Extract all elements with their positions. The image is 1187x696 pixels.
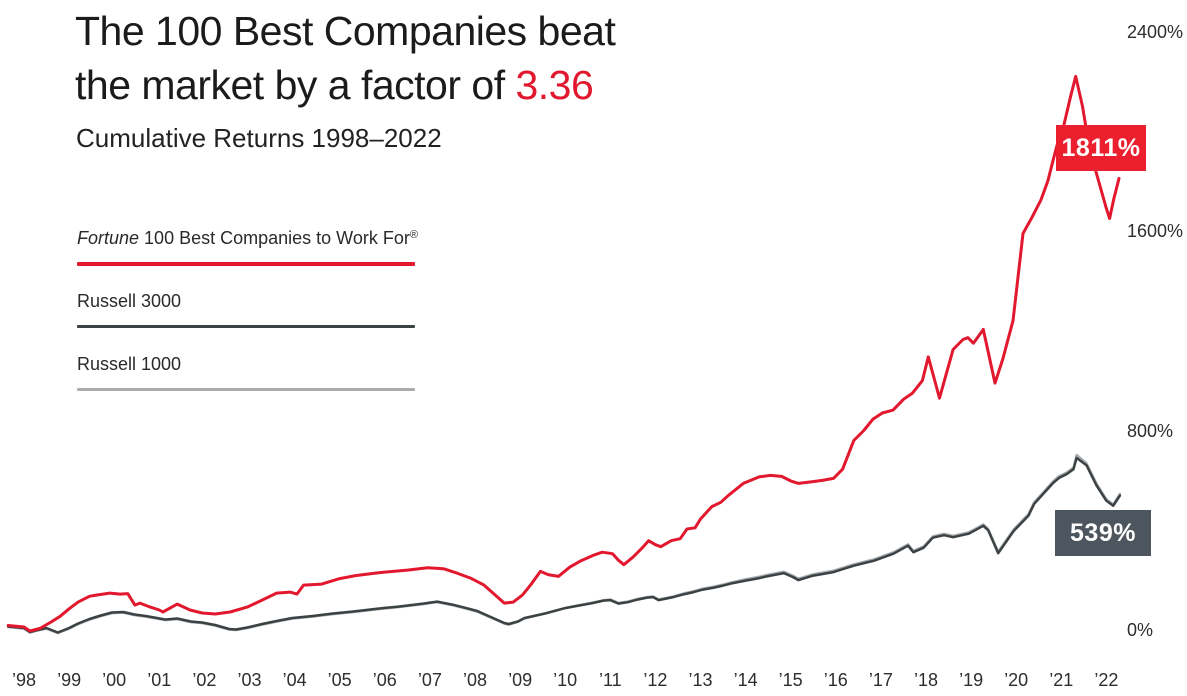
legend-line-swatch-dark-gray bbox=[77, 325, 415, 328]
legend-item-russell-1000: Russell 1000 bbox=[77, 350, 415, 391]
x-axis-tick-label: ’15 bbox=[778, 670, 803, 690]
x-axis-tick-label: ’14 bbox=[733, 670, 758, 690]
x-axis-tick-label: ’03 bbox=[237, 670, 262, 690]
legend-item-russell-3000: Russell 3000 bbox=[77, 287, 415, 328]
fortune-end-value-badge: 1811% bbox=[1056, 125, 1146, 171]
y-axis-tick-label: 0% bbox=[1127, 620, 1154, 640]
russell-end-value-badge: 539% bbox=[1055, 510, 1151, 556]
x-axis-tick-label: ’12 bbox=[643, 670, 668, 690]
series-line-russell-3000 bbox=[6, 456, 1122, 634]
series-line-fortune-100-best-companies-to-work-for bbox=[6, 74, 1121, 633]
x-axis-tick-label: ’00 bbox=[102, 670, 127, 690]
x-axis-tick-label: ’13 bbox=[688, 670, 713, 690]
legend-label: Russell 1000 bbox=[77, 354, 182, 374]
legend-line-swatch-light-gray bbox=[77, 388, 415, 391]
title-line-1: The 100 Best Companies beat bbox=[75, 8, 616, 54]
title-highlight-factor: 3.36 bbox=[515, 62, 594, 108]
page-title: The 100 Best Companies beat the market b… bbox=[75, 4, 616, 112]
x-axis-tick-label: ’99 bbox=[57, 670, 82, 690]
y-axis-tick-label: 800% bbox=[1127, 420, 1174, 441]
x-axis-tick-label: ’10 bbox=[553, 670, 578, 690]
x-axis-tick-label: ’21 bbox=[1049, 670, 1074, 690]
x-axis-tick-label: ’07 bbox=[417, 670, 442, 690]
x-axis-tick-label: ’19 bbox=[959, 670, 984, 690]
x-axis-tick-label: ’98 bbox=[11, 670, 37, 690]
x-axis-tick-label: ’08 bbox=[462, 670, 488, 690]
x-axis-tick-label: ’11 bbox=[598, 670, 622, 690]
legend-line-swatch-red bbox=[77, 262, 415, 266]
y-axis-tick-label: 1600% bbox=[1127, 221, 1184, 241]
x-axis-tick-label: ’22 bbox=[1094, 670, 1119, 690]
x-axis-tick-label: ’05 bbox=[327, 670, 352, 690]
x-axis-tick-label: ’01 bbox=[147, 670, 172, 690]
x-axis-tick-label: ’06 bbox=[372, 670, 397, 690]
x-axis-tick-label: ’18 bbox=[913, 670, 939, 690]
x-axis-tick-label: ’04 bbox=[282, 670, 307, 690]
x-axis-tick-label: ’02 bbox=[192, 670, 217, 690]
y-axis-tick-label: 2400% bbox=[1127, 21, 1184, 42]
x-axis-tick-label: ’20 bbox=[1004, 670, 1029, 690]
legend-label: Russell 3000 bbox=[77, 291, 182, 311]
x-axis-tick-label: ’16 bbox=[823, 670, 848, 690]
x-axis-tick-label: ’09 bbox=[508, 670, 533, 690]
legend-label: Fortune 100 Best Companies to Work For® bbox=[77, 228, 418, 248]
x-axis-tick-label: ’17 bbox=[868, 670, 893, 690]
title-line-2: the market by a factor of bbox=[75, 62, 516, 108]
chart-subtitle: Cumulative Returns 1998–2022 bbox=[76, 123, 442, 153]
legend-item-fortune-100-best: Fortune 100 Best Companies to Work For® bbox=[77, 224, 418, 266]
